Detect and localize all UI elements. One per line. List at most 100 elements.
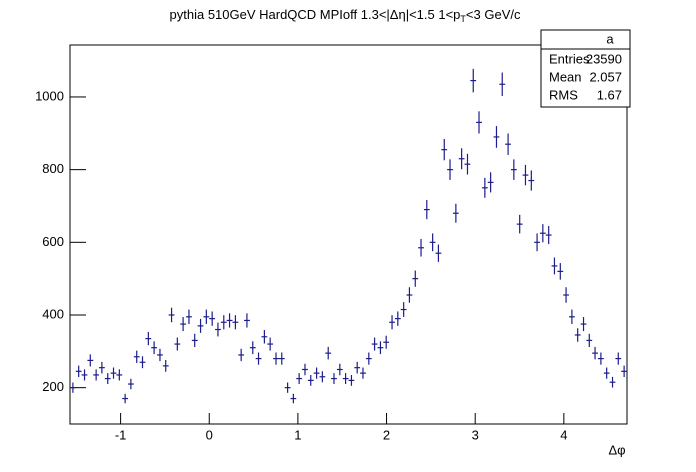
data-point [93,369,100,381]
x-tick-label: 0 [206,427,213,442]
data-point [621,365,628,377]
data-point [145,331,152,346]
x-tick-label: 2 [383,427,390,442]
x-axis-label: Δφ [608,442,625,457]
x-tick-label: 1 [294,427,301,442]
data-point [81,369,88,381]
data-point [412,270,419,287]
data-point [452,203,459,223]
data-point [290,393,297,404]
data-point [441,139,448,161]
data-point [505,133,511,155]
data-point [464,153,471,175]
data-point [232,315,239,330]
data-point [180,317,187,332]
data-point [249,341,256,355]
data-point [458,148,465,170]
data-point [394,311,401,326]
data-point [244,313,250,328]
data-point [354,361,361,374]
data-point [371,337,378,351]
stats-value: 23590 [586,51,622,66]
data-point [342,373,349,385]
y-tick-label: 600 [42,234,64,249]
data-point [215,322,221,337]
data-point [203,309,210,325]
title-subscript: T [460,14,466,24]
data-point [186,309,192,325]
data-point [615,352,622,365]
data-point [278,352,285,365]
data-point [116,369,123,381]
data-point [220,315,227,330]
data-point [609,376,616,388]
data-point [238,348,245,362]
data-point [168,307,175,323]
data-point [574,328,581,342]
stats-value: 1.67 [597,87,622,102]
data-point [209,311,216,326]
title-part: pythia 510GeV HardQCD MPIoff 1.3<|Δη|<1.… [170,7,461,22]
data-point [383,335,390,349]
data-point [400,302,407,317]
data-point [87,354,94,367]
chart-title: pythia 510GeV HardQCD MPIoff 1.3<|Δη|<1.… [170,7,521,24]
data-point [157,348,163,362]
stats-label: Entries [549,51,590,66]
data-point [534,233,540,252]
data-point [162,360,169,372]
data-point [296,373,303,385]
plot-frame [69,44,628,425]
data-point [99,361,105,374]
data-point [151,341,158,355]
data-point [365,352,372,365]
data-point [139,356,146,369]
data-point [580,317,587,332]
stats-frame [540,29,631,108]
data-point [336,363,343,376]
data-point [197,318,204,333]
x-tick-label: 3 [472,427,479,442]
data-point [510,159,517,180]
data-point [592,346,598,360]
data-point [325,346,332,360]
y-tick-label: 200 [42,379,64,394]
data-point [389,315,395,330]
y-tick-label: 400 [42,306,64,321]
data-point [302,363,308,376]
data-point [423,200,430,220]
data-point [261,330,268,344]
data-point [481,177,488,198]
data-point [470,68,477,93]
title-part: <3 GeV/c [466,7,521,22]
data-point [104,373,111,385]
data-point [273,352,279,365]
data-point [499,72,506,96]
stats-label: RMS [549,87,578,102]
data-point [539,224,546,243]
data-point [360,367,366,379]
y-tick-label: 1000 [35,88,64,103]
data-point [348,375,355,386]
stats-value: 2.057 [589,69,622,84]
data-point [435,244,442,262]
data-point [331,373,337,385]
data-point [174,337,181,351]
data-point [406,287,413,303]
data-point [418,238,424,257]
data-point [545,225,552,245]
data-point [447,159,453,180]
data-point [568,309,575,325]
data-point [75,365,82,377]
data-point [597,352,604,365]
data-point [122,393,129,404]
data-point [476,111,482,134]
x-tick-label: 4 [560,427,567,442]
data-point [133,350,140,363]
data-point [267,337,274,351]
data-point [319,371,326,383]
data-point [603,367,610,379]
data-point [226,313,233,328]
